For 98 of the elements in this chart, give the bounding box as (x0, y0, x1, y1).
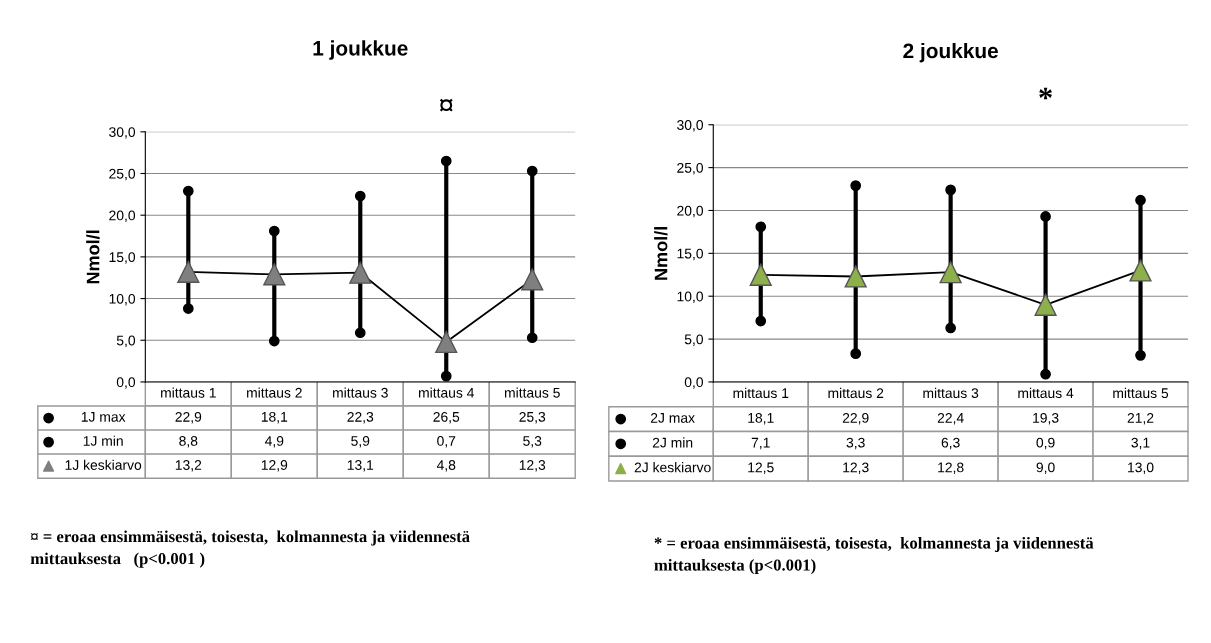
chart-title: 1 joukkue (313, 40, 408, 60)
y-tick-label: 15,0 (109, 252, 136, 264)
data-label: 5,9 (351, 436, 370, 448)
data-label: 22,3 (347, 411, 374, 424)
point (268, 225, 280, 237)
y-tick-label: 10,0 (109, 293, 136, 306)
point (945, 322, 956, 334)
point (945, 184, 956, 196)
point (349, 261, 372, 284)
data-label: 4,9 (264, 436, 284, 448)
data-label: 7,1 (751, 437, 770, 450)
data-label: 22,9 (175, 411, 202, 424)
x-tick-label: mittaus 5 (1113, 387, 1169, 399)
data-label: 3,1 (1131, 437, 1150, 450)
point (1135, 194, 1146, 206)
point (182, 303, 194, 314)
x-tick-label: mittaus 1 (161, 387, 216, 398)
text: * = eroaa ensimmäisestä, toisesta, kolmannesta ja viidennestä mittauksesta (p<0.001) (654, 536, 1094, 575)
y-axis-title: Nmol/l (86, 230, 100, 284)
data-label: 8,8 (179, 436, 198, 448)
text: ¤ (439, 98, 453, 112)
data-label: 12,3 (519, 460, 546, 472)
point (1034, 293, 1057, 316)
y-tick-label: 0,0 (684, 377, 704, 389)
point (521, 268, 544, 291)
point (526, 165, 538, 177)
y-tick-label: 15,0 (677, 248, 704, 261)
x-tick-label: mittaus 3 (923, 387, 979, 399)
data-label: 4,8 (436, 460, 456, 472)
data-label: 0,7 (437, 436, 456, 448)
point (263, 263, 286, 286)
legend-label: 1J keskiarvo (65, 459, 142, 470)
point (440, 370, 452, 382)
point (755, 315, 767, 327)
point (749, 263, 772, 286)
y-tick-label: 20,0 (677, 205, 704, 218)
text: * (1039, 87, 1052, 100)
data-label: 12,9 (261, 460, 288, 472)
data-label: 19,3 (1033, 412, 1059, 425)
legend-label: 2J min (652, 437, 693, 448)
point (177, 260, 200, 283)
point (440, 155, 452, 167)
data-label: 12,3 (843, 462, 869, 474)
data-label: 18,1 (261, 411, 288, 424)
data-label: 3,3 (846, 437, 865, 450)
data-label: 13,0 (1128, 462, 1154, 474)
data-label: 22,4 (937, 412, 964, 425)
point (1135, 350, 1146, 361)
x-tick-label: mittaus 3 (333, 387, 388, 398)
data-label: 9,0 (1036, 462, 1055, 474)
text: ¤ = eroaa ensimmäisestä, toisesta, kolmannesta ja viidennestä mittauksesta (p<0.001 ) (30, 530, 470, 568)
data-label: 26,5 (433, 411, 460, 424)
y-tick-label: 5,0 (684, 334, 704, 346)
point (844, 265, 867, 288)
y-tick-label: 30,0 (677, 120, 704, 132)
chart-title: 2 joukkue (903, 42, 998, 63)
data-label: 22,9 (842, 412, 869, 425)
x-tick-label: mittaus 4 (419, 387, 475, 398)
data-label: 13,1 (347, 460, 374, 472)
x-tick-label: mittaus 2 (247, 387, 302, 398)
point (939, 261, 962, 284)
point (268, 335, 280, 347)
data-label: 21,2 (1127, 412, 1154, 425)
point (435, 330, 458, 354)
point (1040, 368, 1051, 380)
data-label: 12,5 (748, 462, 774, 474)
legend-label: 1J min (83, 435, 123, 446)
y-tick-label: 0,0 (116, 377, 136, 389)
point (850, 180, 862, 191)
y-tick-label: 20,0 (109, 210, 136, 222)
y-tick-label: 25,0 (109, 168, 136, 181)
legend-label: 1J max (81, 412, 126, 422)
data-label: 0,9 (1036, 437, 1055, 450)
x-tick-label: mittaus 1 (733, 387, 789, 399)
data-label: 5,3 (523, 436, 542, 448)
y-axis-title: Nmol/l (654, 227, 668, 280)
y-tick-label: 25,0 (677, 162, 704, 175)
x-tick-label: mittaus 5 (504, 387, 560, 398)
y-tick-label: 30,0 (109, 127, 136, 139)
y-tick-label: 10,0 (677, 291, 704, 304)
point (354, 327, 366, 339)
data-label: 18,1 (748, 412, 774, 425)
point (354, 190, 366, 202)
data-label: 25,3 (519, 411, 546, 424)
point (1040, 211, 1051, 222)
data-label: 13,2 (175, 460, 202, 472)
data-label: 12,8 (938, 462, 964, 474)
data-label: 6,3 (941, 437, 960, 450)
point (182, 185, 194, 197)
y-tick-label: 5,0 (116, 335, 136, 348)
legend-label: 2J max (650, 412, 695, 423)
point (1129, 259, 1152, 282)
legend-label: 2J keskiarvo (634, 462, 711, 473)
x-tick-label: mittaus 2 (828, 387, 884, 399)
point (850, 348, 862, 360)
point (526, 332, 538, 344)
x-tick-label: mittaus 4 (1018, 387, 1074, 399)
point (755, 221, 767, 233)
